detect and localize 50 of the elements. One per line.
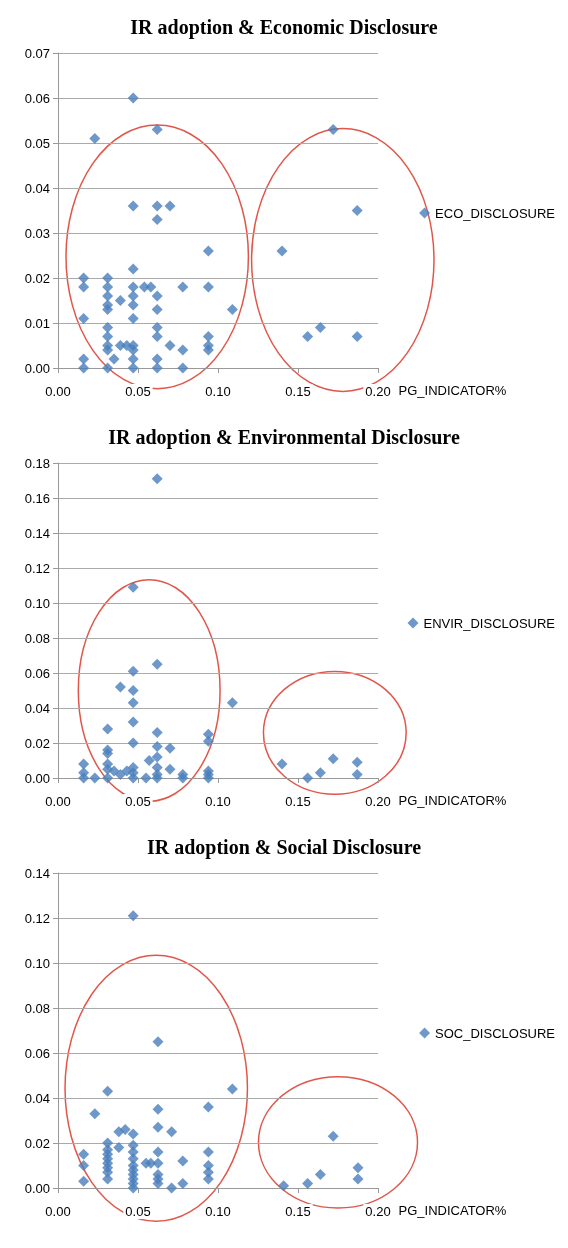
x-tick-label: 0.10 [205, 794, 231, 809]
y-tick-label: 0.07 [24, 45, 50, 61]
y-tick-label: 0.05 [24, 135, 50, 151]
y-tick-label: 0.01 [24, 315, 50, 331]
y-tick-label: 0.00 [24, 770, 50, 786]
x-tick-label: 0.00 [45, 794, 71, 809]
y-tick-label: 0.00 [24, 1180, 50, 1196]
x-tick-label: 0.00 [45, 384, 71, 399]
y-tick-label: 0.02 [24, 1135, 50, 1151]
y-tick-label: 0.18 [24, 455, 50, 471]
chart-title: IR adoption & Social Disclosure [146, 836, 422, 859]
y-tick-label: 0.12 [24, 560, 50, 576]
x-tick-label: 0.15 [285, 794, 311, 809]
x-tick-label: 0.15 [285, 384, 311, 399]
y-tick-label: 0.04 [24, 700, 50, 716]
legend-label: SOC_DISCLOSURE [435, 1025, 556, 1041]
x-axis-title: PG_INDICATOR% [398, 383, 507, 398]
y-tick-label: 0.14 [24, 865, 50, 881]
y-tick-label: 0.06 [24, 90, 50, 106]
y-tick-label: 0.12 [24, 910, 50, 926]
y-tick-label: 0.00 [24, 360, 50, 376]
y-tick-label: 0.10 [24, 595, 50, 611]
chart-title: IR adoption & Economic Disclosure [130, 16, 438, 39]
y-tick-label: 0.08 [24, 1000, 50, 1016]
y-tick-label: 0.02 [24, 270, 50, 286]
legend-label: ECO_DISCLOSURE [435, 205, 556, 221]
x-tick-label: 0.05 [125, 384, 151, 399]
x-tick-label: 0.10 [205, 384, 231, 399]
legend-label: ENVIR_DISCLOSURE [423, 615, 556, 631]
x-tick-label: 0.00 [45, 1204, 71, 1219]
y-tick-label: 0.03 [24, 225, 50, 241]
x-tick-label: 0.20 [365, 1204, 391, 1219]
x-axis-title: PG_INDICATOR% [398, 1203, 507, 1218]
y-tick-label: 0.16 [24, 490, 50, 506]
y-tick-label: 0.14 [24, 525, 50, 541]
chart-title: IR adoption & Environmental Disclosure [108, 426, 460, 449]
y-tick-label: 0.02 [24, 735, 50, 751]
y-tick-label: 0.04 [24, 1090, 50, 1106]
x-tick-label: 0.05 [125, 794, 151, 809]
y-tick-label: 0.10 [24, 955, 50, 971]
y-tick-label: 0.08 [24, 630, 50, 646]
y-tick-label: 0.06 [24, 1045, 50, 1061]
x-axis-title: PG_INDICATOR% [398, 793, 507, 808]
x-tick-label: 0.05 [125, 1204, 151, 1219]
x-tick-label: 0.10 [205, 1204, 231, 1219]
x-tick-label: 0.20 [365, 384, 391, 399]
x-tick-label: 0.15 [285, 1204, 311, 1219]
y-tick-label: 0.04 [24, 180, 50, 196]
y-tick-label: 0.06 [24, 665, 50, 681]
x-tick-label: 0.20 [365, 794, 391, 809]
